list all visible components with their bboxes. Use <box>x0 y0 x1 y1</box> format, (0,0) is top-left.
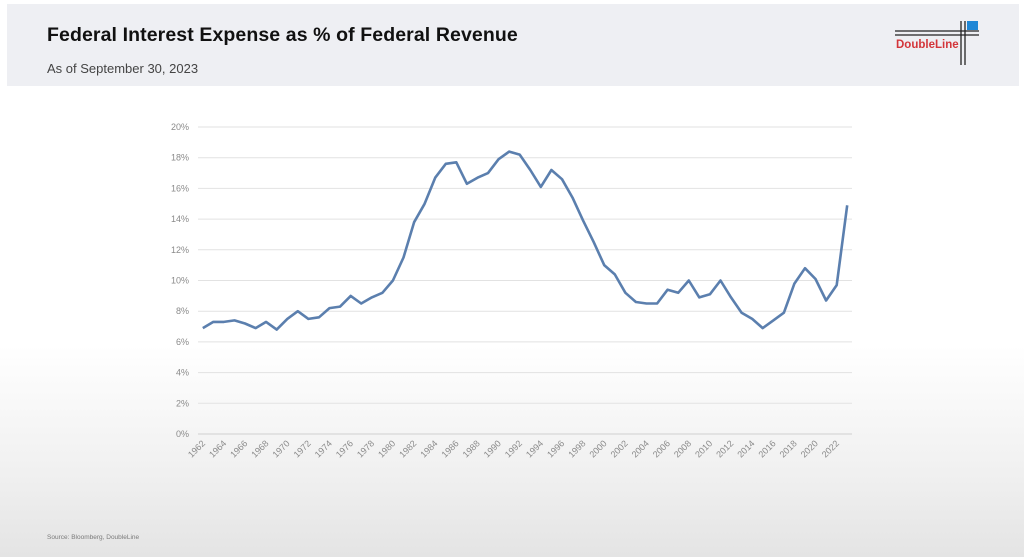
x-tick-label: 1996 <box>545 438 566 459</box>
y-tick-label: 20% <box>171 122 189 132</box>
x-tick-label: 2022 <box>820 438 841 459</box>
x-tick-label: 2008 <box>672 438 693 459</box>
source-note: Source: Bloomberg, DoubleLine <box>47 534 140 541</box>
x-tick-label: 2018 <box>778 438 799 459</box>
x-tick-label: 2016 <box>756 438 777 459</box>
x-tick-label: 1994 <box>524 438 545 459</box>
x-tick-label: 1968 <box>249 438 270 459</box>
x-tick-label: 1976 <box>334 438 355 459</box>
x-tick-label: 1970 <box>270 438 291 459</box>
x-tick-label: 1988 <box>461 438 482 459</box>
x-tick-label: 1990 <box>482 438 503 459</box>
y-tick-label: 2% <box>176 398 189 408</box>
x-tick-label: 2004 <box>630 438 651 459</box>
x-tick-label: 1992 <box>503 438 524 459</box>
x-tick-label: 1980 <box>376 438 397 459</box>
x-tick-label: 2020 <box>799 438 820 459</box>
x-tick-label: 1978 <box>355 438 376 459</box>
x-tick-label: 2012 <box>714 438 735 459</box>
y-tick-label: 8% <box>176 306 189 316</box>
x-tick-label: 1974 <box>313 438 334 459</box>
series-line <box>202 150 849 331</box>
y-tick-label: 6% <box>176 337 189 347</box>
x-tick-label: 2000 <box>587 438 608 459</box>
x-tick-label: 1986 <box>440 438 461 459</box>
x-tick-label: 1964 <box>207 438 228 459</box>
y-tick-label: 4% <box>176 368 189 378</box>
x-tick-label: 2002 <box>609 438 630 459</box>
logo-accent-square <box>967 21 978 30</box>
x-tick-label: 2014 <box>735 438 756 459</box>
x-tick-label: 1972 <box>292 438 313 459</box>
x-tick-label: 1998 <box>566 438 587 459</box>
x-tick-label: 1982 <box>397 438 418 459</box>
x-tick-label: 1984 <box>418 438 439 459</box>
x-tick-label: 2010 <box>693 438 714 459</box>
doubleline-crosshair-logo-icon <box>895 21 979 65</box>
chart-title: Federal Interest Expense as % of Federal… <box>47 24 518 46</box>
y-tick-label: 14% <box>171 214 189 224</box>
y-tick-label: 18% <box>171 153 189 163</box>
logo-text: DoubleLine <box>896 39 959 51</box>
slide-header: Federal Interest Expense as % of Federal… <box>7 4 1019 86</box>
x-tick-label: 1966 <box>228 438 249 459</box>
x-tick-label: 1962 <box>186 438 207 459</box>
y-tick-label: 16% <box>171 183 189 193</box>
y-tick-label: 12% <box>171 245 189 255</box>
x-tick-label: 2006 <box>651 438 672 459</box>
y-tick-label: 0% <box>176 429 189 439</box>
doubleline-logo: DoubleLine <box>893 19 985 67</box>
chart-subtitle: As of September 30, 2023 <box>47 61 199 76</box>
y-tick-label: 10% <box>171 276 189 286</box>
